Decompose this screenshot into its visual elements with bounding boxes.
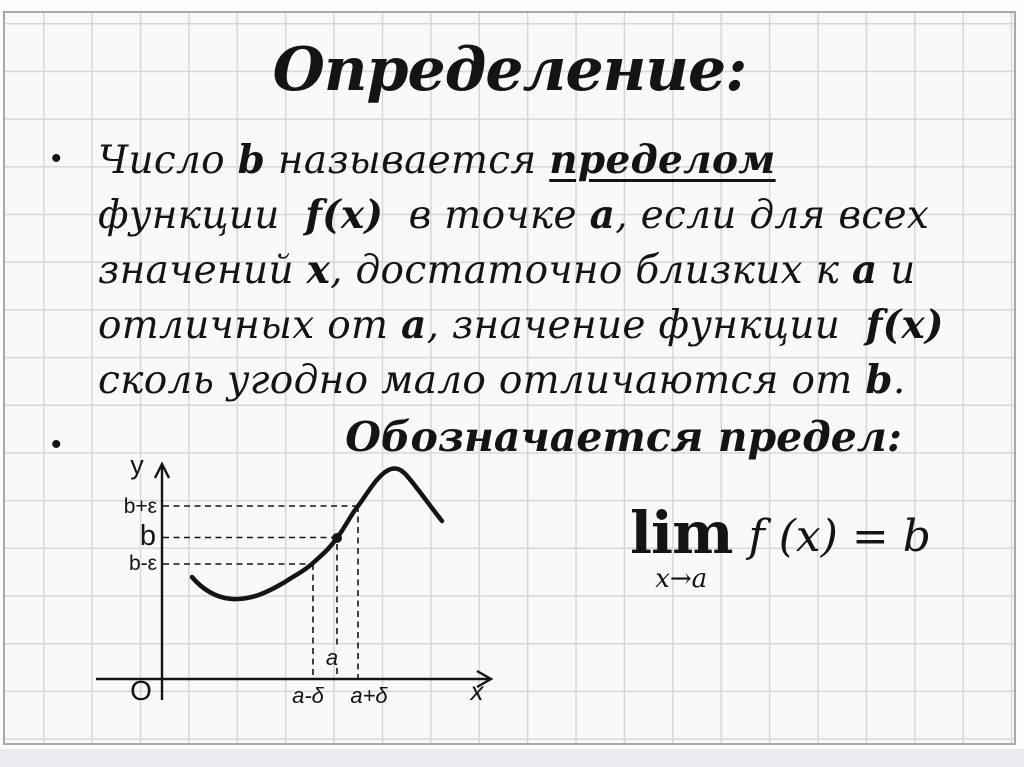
definition-line: сколь угодно мало отличаются от b. bbox=[98, 353, 944, 408]
text-segment: f(x) bbox=[305, 192, 384, 238]
graph-label-origin: O bbox=[130, 675, 152, 706]
text-segment: , достаточно близких к bbox=[330, 248, 852, 293]
limit-point bbox=[332, 533, 342, 543]
definition-line: значений x, достаточно близких к a и bbox=[98, 243, 944, 298]
slide-title: Определение: bbox=[272, 35, 748, 105]
text-segment: , если для всех bbox=[615, 193, 930, 238]
bullet-icon: • bbox=[51, 428, 62, 461]
definition-line: Число b называется пределом bbox=[98, 133, 944, 188]
text-segment: , значение функции bbox=[426, 303, 866, 348]
graph-label-b-minus-eps: b-ε bbox=[129, 552, 157, 575]
graph-label-a-plus-delta: a+δ bbox=[350, 683, 388, 708]
limit-formula: lim x→a f (x) = b bbox=[630, 503, 931, 592]
graph-label-a-minus-delta: a-δ bbox=[292, 683, 325, 708]
text-segment: Число bbox=[98, 138, 238, 183]
text-segment: x bbox=[306, 247, 331, 293]
text-segment: f(x) bbox=[865, 302, 944, 348]
text-segment: в точке bbox=[383, 193, 590, 238]
graph-label-y: y bbox=[130, 450, 144, 480]
x-axis-arrow-icon bbox=[476, 669, 494, 689]
denote-label: Обозначается предел: bbox=[345, 413, 902, 461]
text-segment: функции bbox=[98, 193, 306, 238]
limit-graph: y b+ε b b-ε O a a-δ a+δ x bbox=[96, 450, 494, 708]
lim-subscript: x→a bbox=[655, 563, 708, 594]
text-segment: называется bbox=[265, 138, 550, 183]
text-segment: a bbox=[589, 192, 616, 238]
slide-frame: Определение: • Число b называется предел… bbox=[3, 11, 1016, 745]
text-segment: пределом bbox=[549, 137, 776, 183]
text-segment: . bbox=[892, 358, 906, 403]
text-segment: и bbox=[877, 248, 916, 293]
definition-line: отличных от a, значение функции f(x) bbox=[98, 298, 944, 353]
bullet-icon: • bbox=[51, 142, 62, 175]
function-curve bbox=[189, 466, 445, 602]
graph-label-b: b bbox=[140, 520, 156, 552]
text-segment: b bbox=[865, 357, 893, 403]
definition-line: функции f(x) в точке a, если для всех bbox=[98, 188, 944, 243]
lim-operator: lim bbox=[630, 499, 733, 567]
text-segment: отличных от bbox=[98, 303, 401, 348]
text-segment: b bbox=[237, 137, 266, 183]
definition-text: Число b называется пределом функции f(x)… bbox=[98, 133, 944, 408]
lim-expression: f (x) = b bbox=[748, 511, 931, 562]
graph-label-b-plus-eps: b+ε bbox=[124, 495, 157, 518]
text-segment: a bbox=[851, 247, 878, 293]
text-segment: сколь угодно мало отличаются от bbox=[98, 358, 866, 403]
graph-label-a: a bbox=[326, 645, 338, 670]
text-segment: a bbox=[400, 302, 427, 348]
text-segment: значений bbox=[98, 248, 307, 293]
page-margin-bottom bbox=[0, 749, 1024, 767]
y-axis-arrow-icon bbox=[153, 461, 171, 479]
graph-label-x: x bbox=[469, 676, 485, 706]
lim-block: lim x→a bbox=[630, 499, 733, 594]
